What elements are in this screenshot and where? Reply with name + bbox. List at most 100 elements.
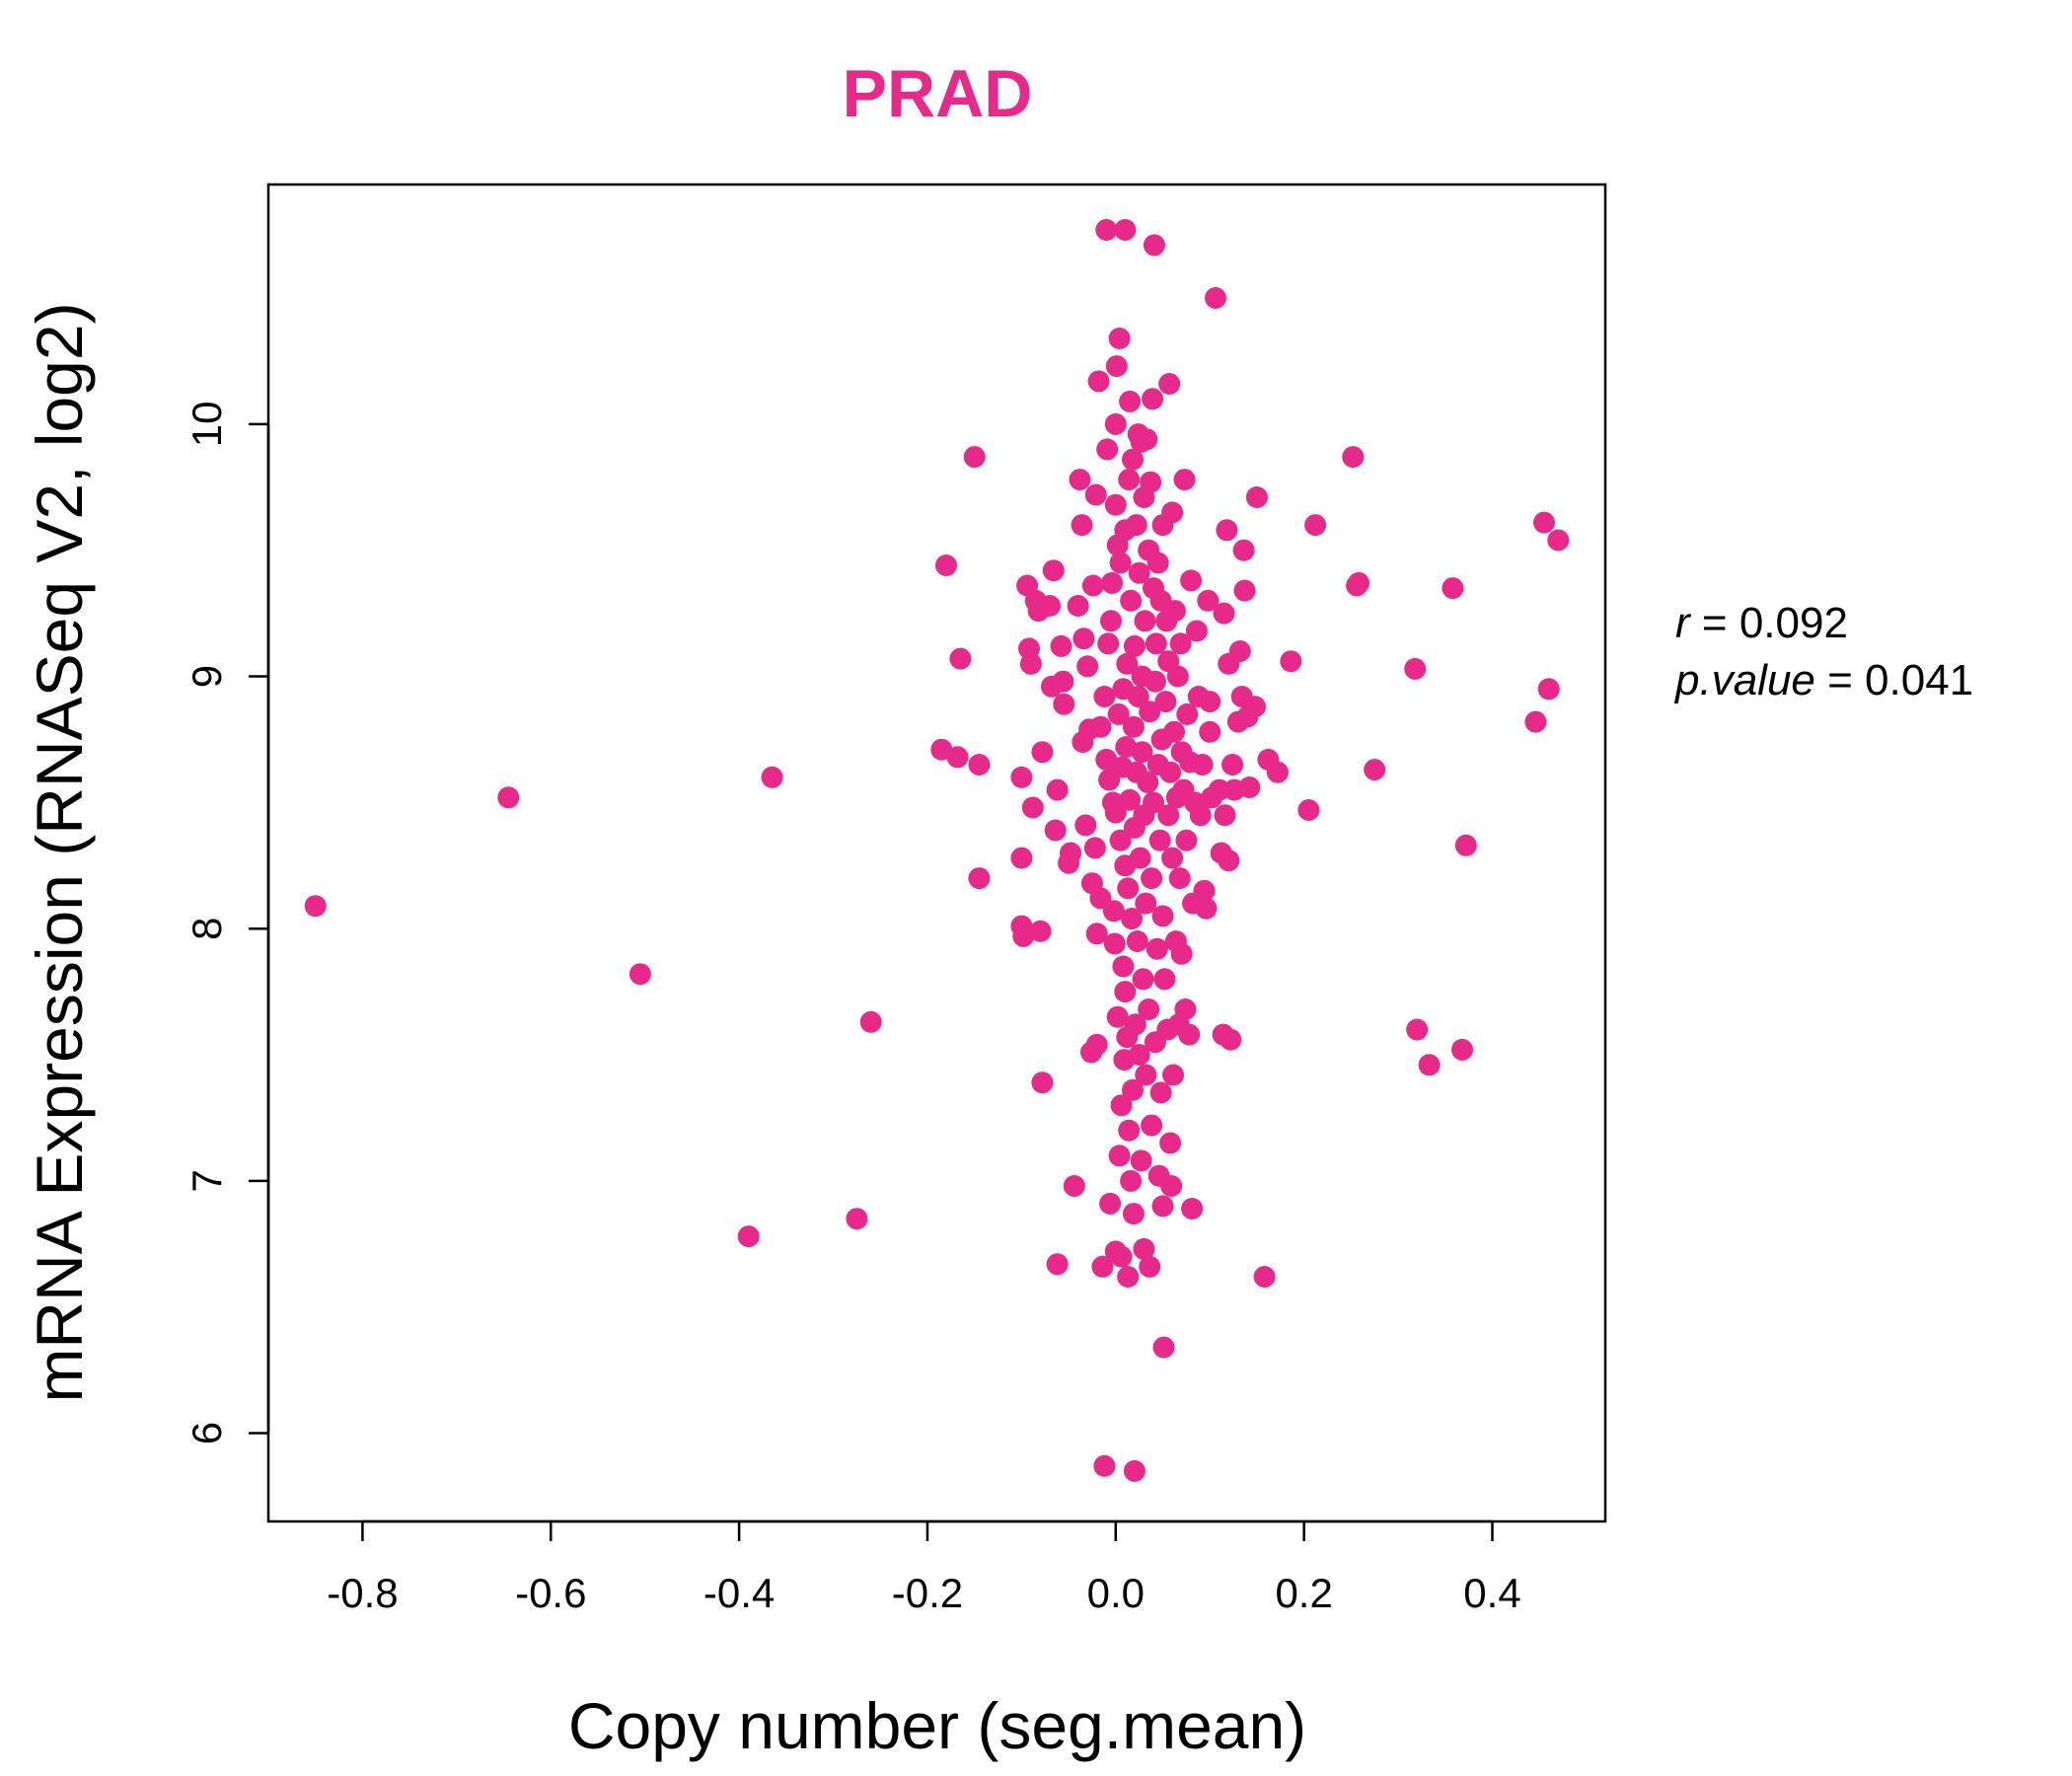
data-point xyxy=(1342,446,1365,469)
data-point xyxy=(1253,1266,1276,1288)
data-point xyxy=(1162,1064,1184,1086)
data-point xyxy=(859,1010,882,1033)
data-point xyxy=(1297,799,1320,821)
data-point xyxy=(1128,561,1150,584)
data-point xyxy=(1084,483,1107,506)
data-point xyxy=(1123,634,1146,657)
data-point xyxy=(1189,804,1212,827)
data-point xyxy=(497,786,520,809)
data-point xyxy=(1029,920,1052,942)
data-point xyxy=(1085,1033,1108,1056)
data-point xyxy=(1160,1175,1183,1197)
data-point xyxy=(1052,670,1074,693)
data-point xyxy=(1232,539,1255,561)
y-tick-label: 8 xyxy=(184,918,230,940)
data-point xyxy=(1163,600,1186,623)
data-point xyxy=(1019,652,1042,675)
data-point xyxy=(1123,1459,1146,1482)
data-point xyxy=(1170,942,1193,965)
data-point xyxy=(1021,796,1044,819)
data-point xyxy=(1163,720,1185,743)
data-point xyxy=(1116,652,1139,675)
x-tick-label: 0.4 xyxy=(1463,1570,1520,1616)
data-point xyxy=(1010,847,1033,869)
data-point xyxy=(1139,701,1161,723)
data-point xyxy=(1122,448,1144,471)
data-point xyxy=(1451,1038,1473,1061)
data-point xyxy=(1304,514,1327,537)
data-point xyxy=(1114,219,1137,241)
data-point xyxy=(1122,1203,1145,1225)
data-point xyxy=(1031,741,1054,764)
plot-frame xyxy=(266,183,1607,1523)
data-point xyxy=(1205,287,1226,309)
data-point xyxy=(1221,754,1244,776)
data-point xyxy=(1147,552,1169,574)
y-axis: 6 7 8 9 10 xyxy=(184,402,270,1444)
data-point xyxy=(1136,428,1158,451)
data-point xyxy=(1067,595,1089,617)
y-tick-label: 6 xyxy=(184,1422,230,1444)
p-label: p.value xyxy=(1673,656,1815,704)
data-point xyxy=(1195,897,1218,920)
data-point xyxy=(1130,1149,1152,1172)
y-tick-label: 9 xyxy=(184,665,230,688)
data-point xyxy=(1191,754,1214,776)
data-point xyxy=(1208,778,1230,801)
data-point xyxy=(1118,1119,1141,1142)
data-point xyxy=(1121,908,1143,929)
data-point xyxy=(1142,388,1163,410)
data-point xyxy=(1104,412,1127,435)
points-layer xyxy=(304,219,1570,1482)
data-point xyxy=(1073,628,1095,650)
data-point xyxy=(1176,703,1199,725)
data-point xyxy=(1063,1175,1085,1197)
data-point xyxy=(1076,655,1099,678)
data-point xyxy=(1220,1028,1242,1051)
data-point xyxy=(1141,1114,1163,1137)
data-point xyxy=(1089,715,1112,738)
data-point xyxy=(1175,829,1198,851)
data-point xyxy=(1128,1044,1150,1066)
data-point xyxy=(1159,1132,1182,1154)
data-point xyxy=(1143,791,1164,814)
data-point xyxy=(846,1208,868,1230)
data-point xyxy=(946,746,969,769)
data-point xyxy=(1131,741,1153,764)
data-point xyxy=(935,555,957,576)
data-point xyxy=(1157,804,1180,827)
data-point xyxy=(1104,493,1127,516)
data-point xyxy=(1099,1192,1122,1215)
data-point xyxy=(1104,801,1127,824)
data-point xyxy=(1199,720,1221,743)
data-point xyxy=(1133,1237,1155,1260)
data-point xyxy=(1180,569,1203,592)
data-point xyxy=(1141,867,1163,890)
y-tick-label: 10 xyxy=(184,402,230,448)
data-point xyxy=(304,895,327,918)
data-point xyxy=(1044,819,1067,842)
data-point xyxy=(1154,691,1177,713)
data-point xyxy=(1117,877,1140,900)
data-point xyxy=(1161,847,1184,869)
data-point xyxy=(1245,486,1268,508)
data-point xyxy=(1120,1169,1143,1192)
data-point xyxy=(1166,665,1189,688)
y-tick-label: 7 xyxy=(184,1169,230,1192)
x-tick-label: -0.6 xyxy=(515,1570,586,1616)
data-point xyxy=(1135,1064,1157,1086)
data-point xyxy=(1125,514,1147,537)
data-point xyxy=(1053,693,1075,715)
data-point xyxy=(1118,469,1141,491)
stats-annotation: r = 0.092 p.value = 0.041 xyxy=(1673,599,1973,704)
data-point xyxy=(1120,589,1143,612)
data-point xyxy=(1348,571,1369,594)
data-point xyxy=(1093,1454,1116,1477)
data-point xyxy=(1100,610,1122,632)
r-label: r xyxy=(1675,599,1692,647)
data-point xyxy=(1010,766,1033,788)
data-point xyxy=(1108,1145,1131,1167)
data-point xyxy=(1042,559,1065,582)
y-axis-title: mRNA Expression (RNASeq V2, log2) xyxy=(23,302,96,1402)
